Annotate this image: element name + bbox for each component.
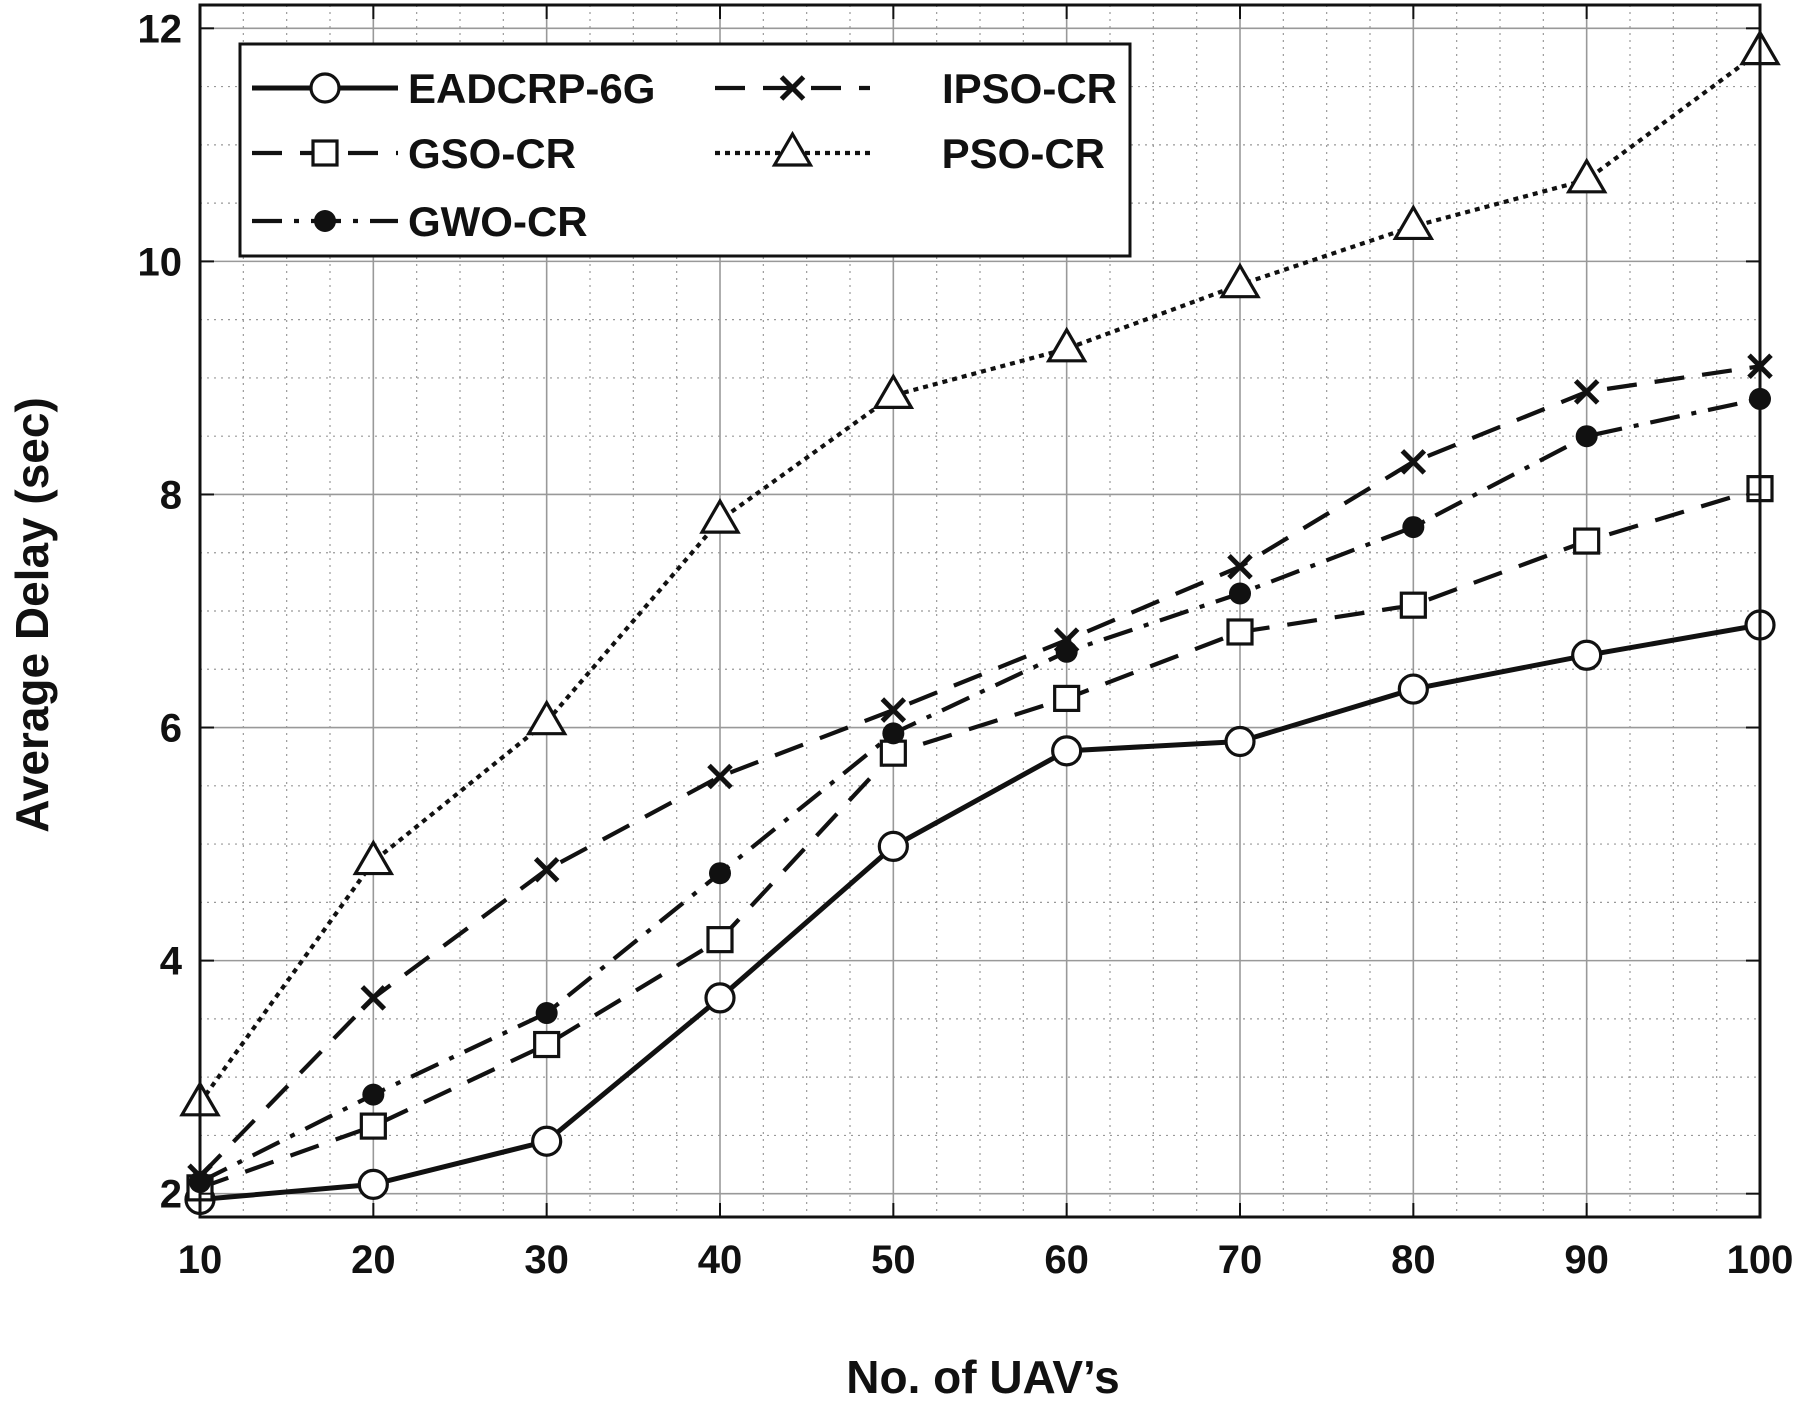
x-tick-label: 60 — [1044, 1238, 1089, 1282]
y-tick-label: 8 — [160, 473, 182, 517]
legend-label: GWO-CR — [408, 198, 588, 245]
y-tick-label: 2 — [160, 1173, 182, 1217]
legend-label: IPSO-CR — [942, 65, 1117, 112]
data-point — [1053, 684, 1081, 713]
data-point — [1402, 516, 1425, 539]
data-point — [1571, 639, 1603, 671]
data-point — [704, 982, 736, 1014]
legend-marker — [314, 210, 336, 232]
data-point — [707, 763, 733, 790]
y-tick-label: 6 — [160, 707, 182, 751]
data-point — [359, 1112, 387, 1140]
data-point — [1229, 582, 1251, 605]
x-tick-label: 100 — [1727, 1238, 1794, 1282]
legend-label: EADCRP-6G — [408, 65, 655, 112]
plot-frame — [198, 3, 1762, 1219]
data-point — [1573, 527, 1601, 555]
legend-label: GSO-CR — [408, 130, 576, 177]
data-point — [535, 1002, 558, 1025]
x-tick-label: 10 — [178, 1238, 223, 1282]
series-line — [199, 486, 1761, 1190]
legend-entry: EADCRP-6G — [252, 65, 655, 112]
data-point — [352, 839, 395, 876]
data-point — [709, 862, 731, 885]
y-axis-label: Average Delay (sec) — [6, 397, 58, 833]
data-point — [872, 373, 915, 410]
series-pso-cr — [179, 29, 1781, 1117]
data-point — [360, 985, 387, 1011]
series-eadcrp-6g — [184, 609, 1776, 1216]
data-point — [1565, 157, 1608, 194]
x-tick-label: 20 — [351, 1238, 396, 1282]
y-tick-label: 4 — [160, 940, 183, 984]
legend-entry: PSO-CR — [715, 130, 1105, 177]
data-point — [882, 722, 905, 745]
legend-label: PSO-CR — [942, 130, 1105, 177]
data-point — [533, 856, 560, 883]
data-point — [1392, 204, 1435, 241]
legend-entry: GSO-CR — [252, 130, 576, 177]
data-point — [1226, 618, 1254, 646]
data-point — [1399, 591, 1427, 619]
legend-marker — [311, 139, 339, 167]
series-line — [199, 622, 1761, 1203]
data-point — [879, 739, 907, 767]
y-tick-label: 12 — [138, 7, 183, 51]
data-point — [1397, 673, 1429, 705]
data-point — [1575, 425, 1598, 448]
legend-marker — [779, 75, 806, 101]
x-tick-label: 90 — [1564, 1238, 1609, 1282]
series-line — [198, 364, 1761, 1178]
data-point — [706, 926, 734, 954]
y-tick-label: 10 — [138, 240, 183, 284]
data-point — [531, 1125, 563, 1157]
data-point — [525, 699, 568, 736]
data-point — [1400, 449, 1427, 475]
x-tick-label: 40 — [698, 1238, 743, 1282]
legend-entry: GWO-CR — [252, 198, 588, 245]
data-point — [1051, 735, 1083, 767]
series-line — [199, 396, 1761, 1184]
data-point — [1227, 553, 1253, 580]
series-ipso-cr — [187, 353, 1773, 1189]
legend-marker — [771, 130, 814, 167]
legend-marker — [309, 72, 341, 104]
legend: EADCRP-6G IPSO-CR GSO-CR PSO-CR GWO-CR — [238, 42, 1132, 258]
data-point — [357, 1168, 389, 1200]
tick-layer: 10 20 30 40 50 60 70 80 90 100 2 4 6 8 10 12 — [138, 5, 1794, 1282]
data-point — [362, 1083, 385, 1106]
data-point — [1224, 725, 1256, 758]
data-point — [877, 830, 909, 863]
data-point — [1045, 326, 1088, 363]
data-point — [880, 697, 907, 723]
data-point — [1055, 640, 1078, 663]
data-point — [1219, 262, 1261, 299]
legend-entry: IPSO-CR — [715, 65, 1117, 112]
x-tick-label: 80 — [1391, 1238, 1436, 1282]
x-tick-label: 70 — [1218, 1238, 1263, 1282]
x-axis-label: No. of UAV’s — [846, 1351, 1119, 1403]
data-point — [699, 497, 741, 534]
x-tick-label: 30 — [524, 1238, 569, 1282]
data-point — [533, 1030, 561, 1059]
x-tick-label: 50 — [871, 1238, 916, 1282]
data-point — [1573, 379, 1600, 405]
